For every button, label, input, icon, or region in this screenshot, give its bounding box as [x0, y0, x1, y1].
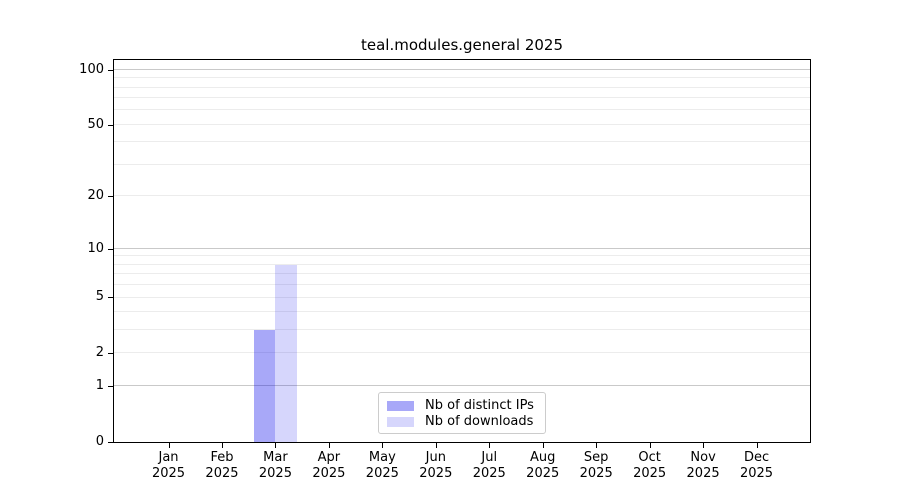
y-axis-tick [108, 297, 113, 299]
y-axis-tick-label: 50 [87, 116, 104, 132]
x-axis-tick-label: Apr 2025 [297, 450, 361, 482]
minor-gridline [114, 164, 810, 166]
y-axis-tick-label: 5 [95, 289, 104, 305]
x-axis-tick [489, 443, 491, 448]
minor-gridline [114, 263, 810, 265]
x-axis-tick [542, 443, 544, 448]
month-label: Dec [743, 450, 770, 465]
x-axis-tick-label: Jul 2025 [457, 450, 521, 482]
month-label: Nov [690, 450, 716, 465]
x-axis-tick [596, 443, 598, 448]
x-axis-tick [756, 443, 758, 448]
month-label: Oct [638, 450, 661, 465]
x-axis-tick-label: Feb 2025 [190, 450, 254, 482]
minor-gridline [114, 86, 810, 88]
year-label: 2025 [205, 466, 239, 481]
plot-area [113, 59, 811, 443]
month-label: May [368, 450, 396, 465]
year-label: 2025 [419, 466, 453, 481]
minor-gridline [114, 141, 810, 143]
y-axis-tick [108, 442, 113, 443]
minor-gridline [114, 311, 810, 313]
minor-gridline [114, 109, 810, 111]
x-axis-tick [168, 443, 170, 448]
legend-swatch-distinct-ips-icon [387, 400, 414, 411]
y-axis-tick [108, 124, 113, 126]
legend: Nb of distinct IPs Nb of downloads [378, 392, 546, 434]
legend-swatch-downloads-icon [387, 416, 414, 427]
bar-downloads-mar [275, 264, 298, 442]
year-label: 2025 [365, 466, 399, 481]
year-label: 2025 [739, 466, 774, 481]
y-axis-tick-label: 0 [95, 434, 104, 449]
major-gridline [114, 68, 810, 70]
month-label: Jun [425, 450, 446, 465]
month-label: Feb [210, 450, 234, 465]
major-gridline [114, 247, 810, 249]
x-axis-tick [275, 443, 277, 448]
year-label: 2025 [472, 466, 506, 481]
y-axis-tick-label: 1 [95, 378, 104, 394]
y-axis-tick-label: 20 [87, 188, 104, 204]
year-label: 2025 [526, 466, 560, 481]
y-axis-tick-label: 10 [87, 240, 104, 256]
y-axis-tick-label: 100 [79, 61, 104, 77]
x-axis-tick-label: Sep 2025 [564, 450, 628, 482]
x-axis-tick-label: Jun 2025 [404, 450, 468, 482]
bar-distinct-ips-mar [253, 330, 276, 442]
x-axis-tick-label: Jan 2025 [137, 450, 201, 482]
chart-title: teal.modules.general 2025 [361, 36, 563, 54]
y-axis-tick-label: 2 [95, 345, 104, 361]
x-axis-tick-label: May 2025 [350, 450, 414, 482]
month-label: Jan [158, 450, 179, 465]
x-axis-tick-label: Aug 2025 [511, 450, 575, 482]
year-label: 2025 [312, 466, 346, 481]
x-axis-tick [649, 443, 651, 448]
x-axis-tick-label: Nov 2025 [671, 450, 735, 482]
year-label: 2025 [633, 466, 667, 481]
major-gridline [114, 385, 810, 387]
minor-gridline [114, 195, 810, 197]
minor-gridline [114, 123, 810, 125]
year-label: 2025 [258, 466, 292, 481]
y-axis-tick [108, 248, 113, 250]
month-label: Jul [481, 450, 498, 465]
year-label: 2025 [579, 466, 613, 481]
x-axis-tick [382, 443, 384, 448]
year-label: 2025 [151, 466, 186, 481]
legend-item-downloads: Nb of downloads [387, 414, 537, 429]
minor-gridline [114, 284, 810, 286]
y-axis-tick [108, 196, 113, 198]
legend-label-distinct-ips: Nb of distinct IPs [425, 398, 534, 413]
x-axis-tick [328, 443, 330, 448]
minor-gridline [114, 255, 810, 257]
y-axis-tick [108, 69, 113, 71]
month-label: Mar [263, 450, 288, 465]
minor-gridline [114, 273, 810, 275]
x-axis-tick-label: Dec 2025 [725, 450, 789, 482]
x-axis-tick-label: Mar 2025 [243, 450, 307, 482]
year-label: 2025 [686, 466, 720, 481]
legend-label-downloads: Nb of downloads [425, 414, 534, 429]
month-label: Sep [583, 450, 609, 465]
month-label: Aug [530, 450, 556, 465]
y-axis-tick [108, 386, 113, 388]
month-label: Apr [317, 450, 341, 465]
x-axis-tick [703, 443, 705, 448]
minor-gridline [114, 352, 810, 354]
minor-gridline [114, 329, 810, 331]
legend-item-distinct-ips: Nb of distinct IPs [387, 398, 537, 413]
x-axis-tick [435, 443, 437, 448]
minor-gridline [114, 296, 810, 298]
y-axis-tick [108, 353, 113, 355]
minor-gridline [114, 77, 810, 79]
x-axis-tick-label: Oct 2025 [618, 450, 682, 482]
minor-gridline [114, 97, 810, 99]
x-axis-tick [221, 443, 223, 448]
